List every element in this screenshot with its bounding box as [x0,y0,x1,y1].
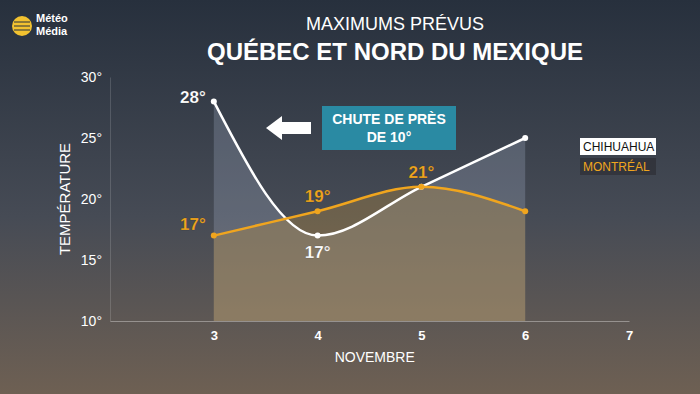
x-tick-label: 6 [522,328,529,343]
y-tick: 25° [81,130,110,146]
y-tick: 20° [81,191,110,207]
logo-icon [12,16,32,36]
y-axis-title: TEMPÉRATURE [56,143,73,255]
annotation-arrow [266,116,311,140]
x-tick: 3 [211,321,218,343]
series-area [214,187,525,321]
series-marker [315,208,321,214]
annotation: CHUTE DE PRÈS DE 10° [266,106,456,150]
annotation-box [322,106,456,150]
y-tick: 30° [81,69,110,85]
annotation-text: CHUTE DE PRÈS [332,111,446,127]
y-tick-label: 25° [81,130,102,146]
logo-stripe [14,22,30,23]
x-axis: 3 4 5 6 7 [111,321,634,343]
legend-swatch [580,138,656,155]
legend-item: MONTRÉAL [580,158,656,175]
x-tick-label: 3 [211,328,218,343]
title: QUÉBEC ET NORD DU MEXIQUE [207,38,583,65]
annotation-text: DE 10° [367,129,412,145]
subtitle: MAXIMUMS PRÉVUS [306,14,484,34]
x-tick-label: 7 [626,328,633,343]
chart: MétéoMédia MAXIMUMS PRÉVUS QUÉBEC ET NORD … [0,0,700,394]
x-tick: 5 [418,321,425,343]
logo-text: Média [36,25,68,37]
series-line [214,101,525,235]
series-line [214,187,525,236]
x-tick: 7 [626,321,633,343]
x-tick-label: 4 [314,328,322,343]
x-axis-line [111,321,630,322]
y-tick-label: 15° [81,252,102,268]
series-marker [522,135,528,141]
x-tick-label: 5 [418,328,425,343]
y-tick-label: 10° [81,313,102,329]
logo-stripe [14,30,30,31]
series-marker [418,184,424,190]
background [0,0,700,394]
x-tick: 4 [314,321,322,343]
y-tick: 10° [81,313,110,329]
legend-swatch [580,158,656,175]
y-axis-line [110,78,111,322]
legend-label: CHIHUAHUA [583,140,654,154]
data-label: 17° [305,243,331,262]
logo-stripe [14,26,30,27]
series-marker [315,233,321,239]
logo: MétéoMédia [12,12,68,37]
data-label: 19° [305,187,331,206]
logo-text: Météo [36,12,68,24]
plot-area [211,98,528,321]
series-marker [211,233,217,239]
series-marker [211,98,217,104]
data-label: 21° [409,163,435,182]
x-axis-title: NOVEMBRE [335,349,415,365]
series-marker [522,208,528,214]
x-tick: 6 [522,321,529,343]
data-label: 28° [180,88,206,107]
legend-item: CHIHUAHUA [580,138,656,155]
legend-label: MONTRÉAL [583,159,650,174]
y-axis: 10° 15° 20° 25° 30° [81,69,111,329]
legend: CHIHUAHUA MONTRÉAL [580,138,656,175]
y-tick: 15° [81,252,110,268]
data-label: 17° [180,215,206,234]
series-area [214,101,525,321]
y-tick-label: 30° [81,69,102,85]
series-marker [418,184,424,190]
y-tick-label: 20° [81,191,102,207]
